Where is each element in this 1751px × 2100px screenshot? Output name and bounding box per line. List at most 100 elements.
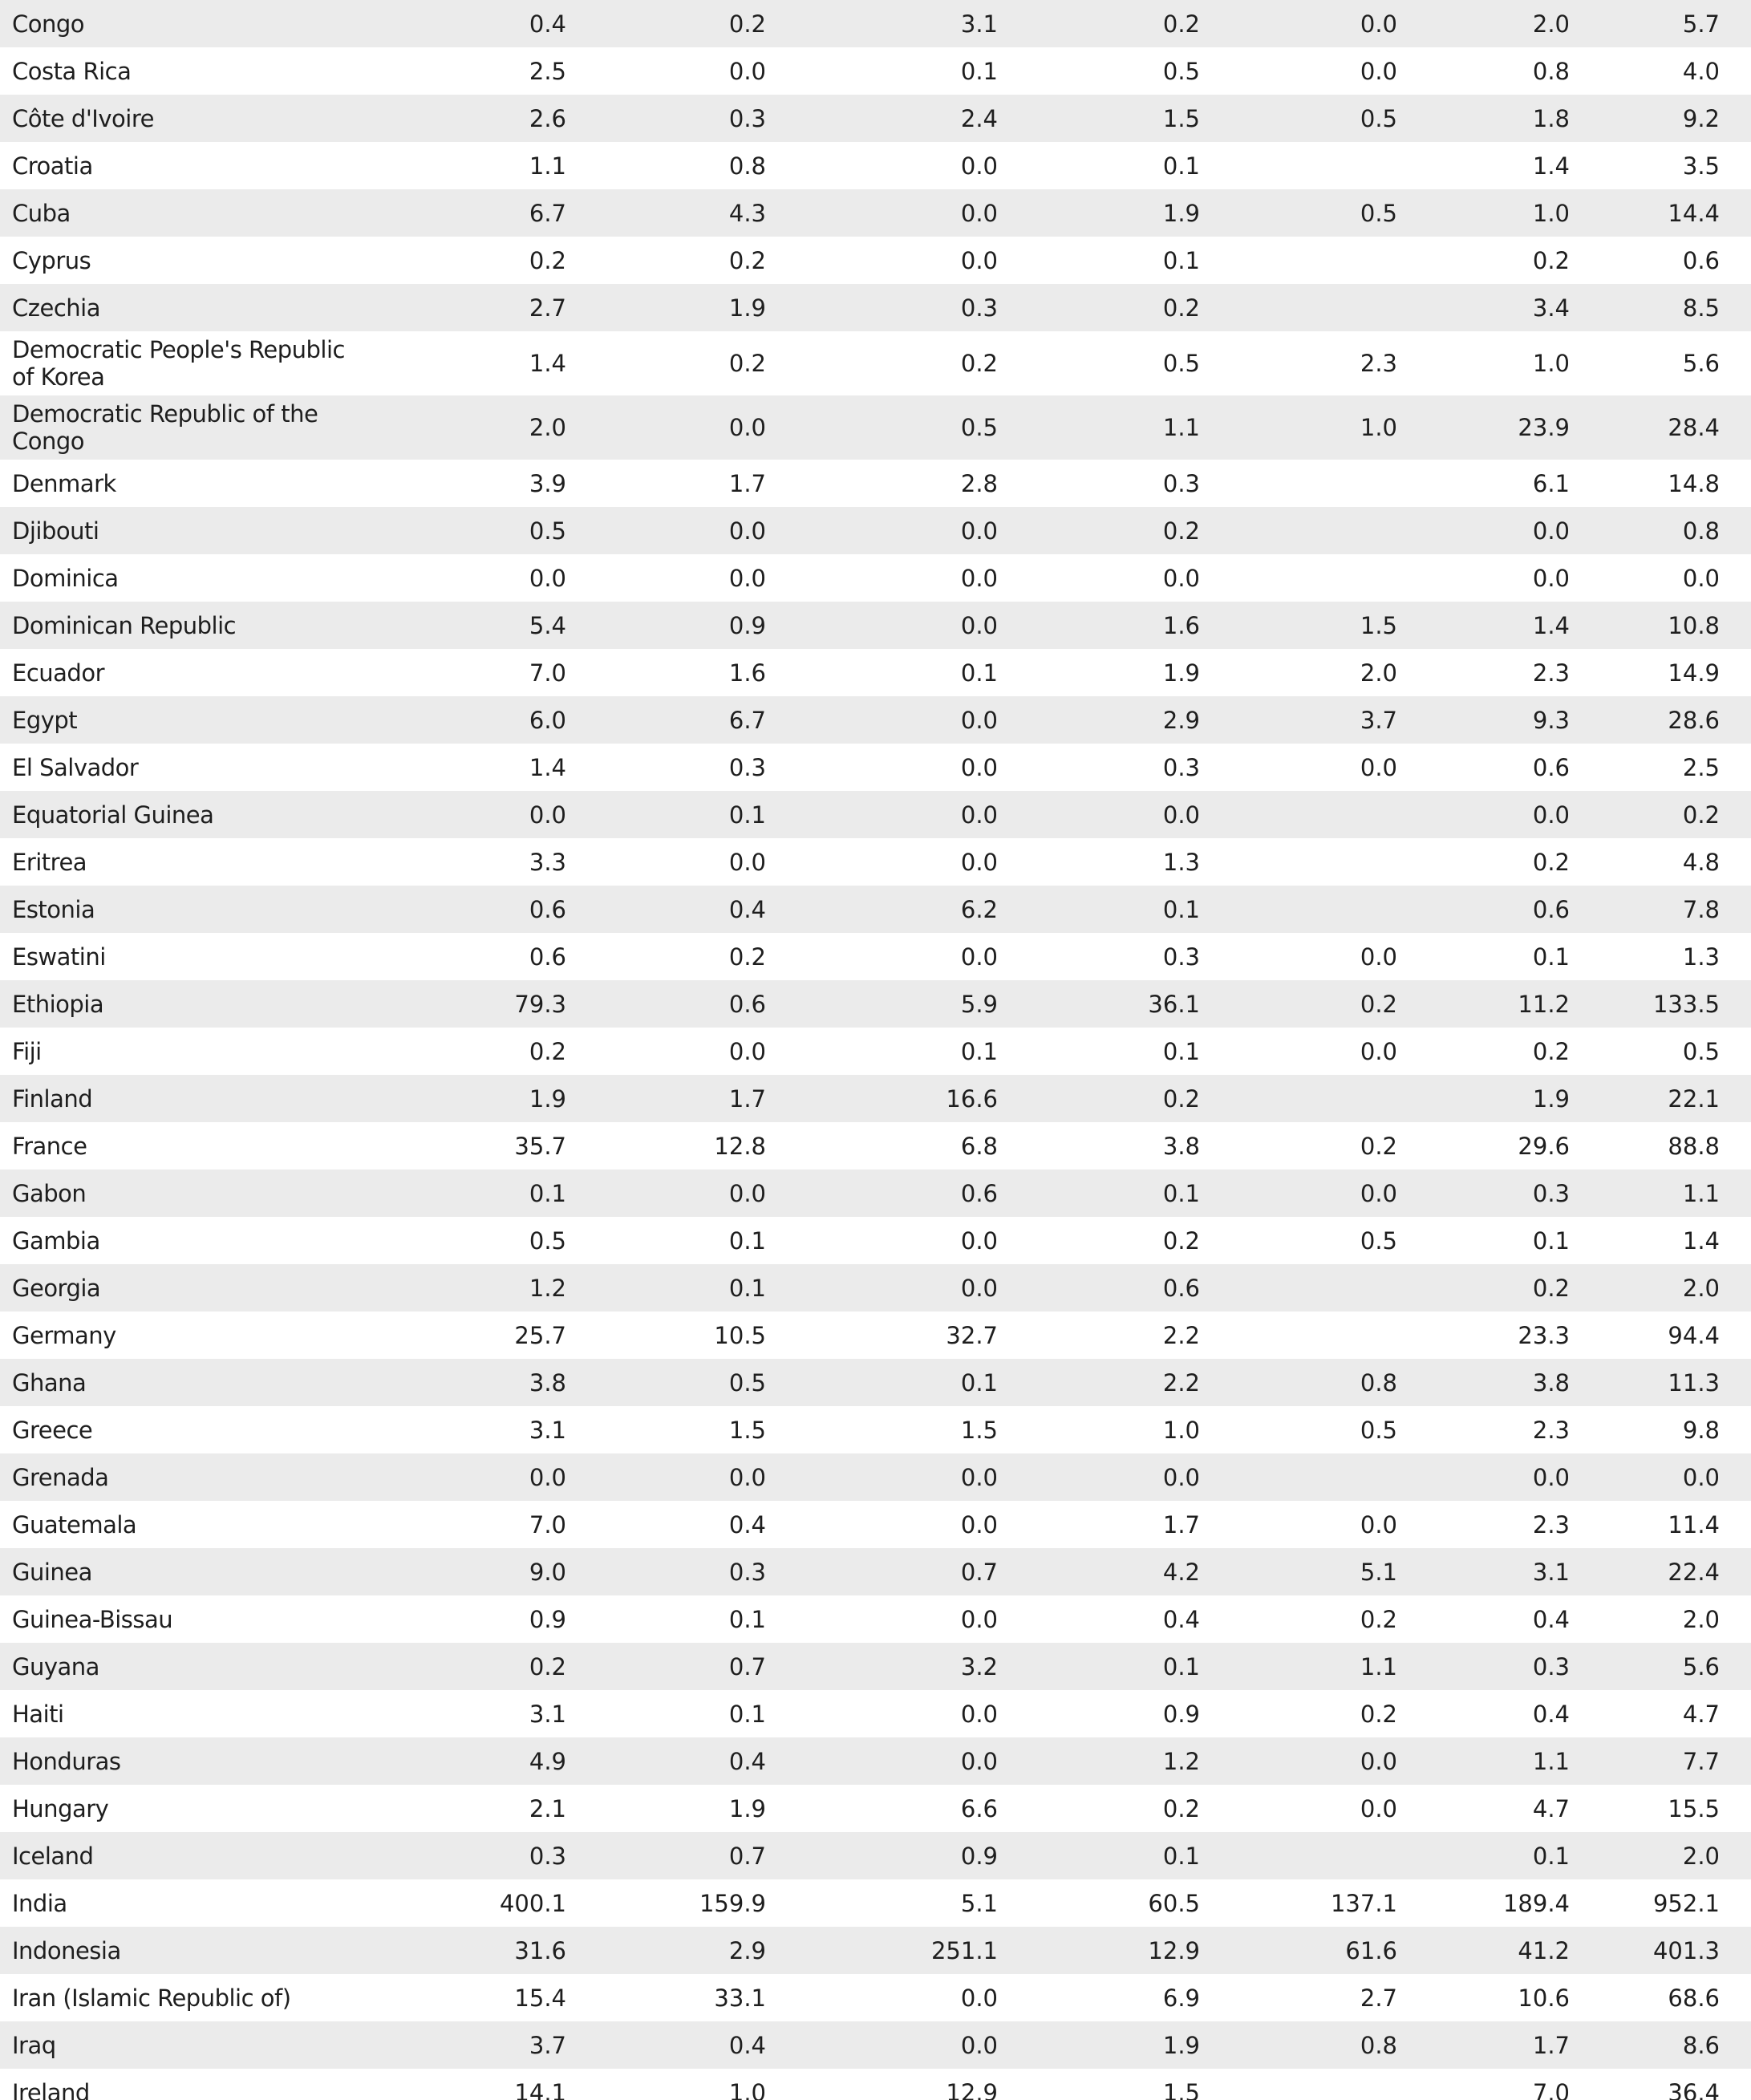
value-cell: 0.0	[1360, 10, 1397, 38]
value-cell: 0.5	[960, 414, 998, 441]
value-cell: 10.5	[714, 1321, 766, 1349]
value-cell: 0.8	[1682, 517, 1720, 545]
table-row: Indonesia 31.6 2.9 251.1 12.9 61.6 41.2 401.3	[0, 1927, 1751, 1974]
value-cell: 401.3	[1652, 1936, 1720, 1964]
value-cell: 1.6	[728, 659, 766, 687]
country-name: India	[12, 1889, 67, 1917]
value-cell: 0.0	[960, 1747, 998, 1775]
value-cell: 1.6	[1162, 611, 1200, 639]
country-name: Eritrea	[12, 848, 87, 876]
value-cell: 0.4	[728, 1747, 766, 1775]
country-name: Guatemala	[12, 1510, 137, 1539]
value-cell: 2.7	[1360, 1984, 1397, 2012]
value-cell: 6.7	[728, 706, 766, 734]
value-cell: 0.2	[728, 943, 766, 971]
value-cell: 7.0	[529, 1510, 566, 1539]
value-cell: 0.3	[728, 1558, 766, 1586]
value-cell: 9.2	[1682, 104, 1720, 132]
value-cell: 16.6	[946, 1084, 998, 1113]
value-cell: 0.1	[1162, 1179, 1200, 1207]
value-cell: 8.6	[1682, 2031, 1720, 2059]
table-row: Guyana 0.2 0.7 3.2 0.1 1.1 0.3 5.6	[0, 1643, 1751, 1690]
value-cell: 0.1	[1162, 895, 1200, 923]
value-cell: 23.3	[1518, 1321, 1570, 1349]
value-cell: 1.9	[529, 1084, 566, 1113]
value-cell: 0.0	[960, 199, 998, 227]
value-cell: 14.8	[1668, 469, 1720, 497]
value-cell: 2.9	[1162, 706, 1200, 734]
value-cell: 2.0	[1682, 1842, 1720, 1870]
value-cell: 0.0	[529, 1463, 566, 1491]
value-cell: 7.7	[1682, 1747, 1720, 1775]
value-cell: 0.0	[1532, 1463, 1570, 1491]
value-cell: 0.3	[1532, 1179, 1570, 1207]
value-cell: 0.8	[728, 152, 766, 180]
value-cell: 0.2	[1162, 1226, 1200, 1255]
table-row: Costa Rica 2.5 0.0 0.1 0.5 0.0 0.8 4.0	[0, 47, 1751, 95]
value-cell: 189.4	[1502, 1889, 1570, 1917]
value-cell: 0.2	[960, 350, 998, 377]
value-cell: 1.9	[728, 294, 766, 322]
value-cell: 6.6	[960, 1794, 998, 1822]
value-cell: 1.0	[1162, 1416, 1200, 1444]
value-cell: 1.9	[1532, 1084, 1570, 1113]
value-cell: 1.0	[1532, 199, 1570, 227]
value-cell: 94.4	[1668, 1321, 1720, 1349]
value-cell: 0.4	[728, 895, 766, 923]
value-cell: 14.1	[514, 2078, 566, 2100]
value-cell: 2.2	[1162, 1368, 1200, 1397]
country-name: Cuba	[12, 199, 71, 227]
table-row: Ethiopia 79.3 0.6 5.9 36.1 0.2 11.2 133.5	[0, 980, 1751, 1028]
value-cell: 0.8	[1360, 1368, 1397, 1397]
country-name: Germany	[12, 1321, 116, 1349]
country-name: Guinea	[12, 1558, 92, 1586]
value-cell: 0.0	[960, 1274, 998, 1302]
value-cell: 60.5	[1148, 1889, 1200, 1917]
value-cell: 0.6	[1532, 895, 1570, 923]
table-row: Guatemala 7.0 0.4 0.0 1.7 0.0 2.3 11.4	[0, 1501, 1751, 1548]
value-cell: 1.5	[1162, 104, 1200, 132]
value-cell: 0.2	[529, 1652, 566, 1680]
value-cell: 0.0	[960, 564, 998, 592]
table-row: Czechia 2.7 1.9 0.3 0.2 3.4 8.5	[0, 284, 1751, 331]
value-cell: 12.9	[1148, 1936, 1200, 1964]
value-cell: 4.3	[728, 199, 766, 227]
country-name: Ethiopia	[12, 990, 104, 1018]
value-cell: 4.7	[1532, 1794, 1570, 1822]
value-cell: 0.3	[1162, 469, 1200, 497]
value-cell: 2.7	[529, 294, 566, 322]
value-cell: 0.5	[1162, 350, 1200, 377]
value-cell: 15.4	[514, 1984, 566, 2012]
value-cell: 0.0	[728, 517, 766, 545]
value-cell: 61.6	[1345, 1936, 1397, 1964]
value-cell: 32.7	[946, 1321, 998, 1349]
value-cell: 0.9	[529, 1605, 566, 1633]
value-cell: 79.3	[514, 990, 566, 1018]
value-cell: 1.0	[728, 2078, 766, 2100]
value-cell: 0.0	[1162, 801, 1200, 829]
value-cell: 9.3	[1532, 706, 1570, 734]
value-cell: 2.0	[1682, 1274, 1720, 1302]
country-name: Czechia	[12, 294, 100, 322]
value-cell: 0.9	[1162, 1700, 1200, 1728]
value-cell: 133.5	[1652, 990, 1720, 1018]
value-cell: 0.2	[1162, 1794, 1200, 1822]
value-cell: 0.0	[960, 706, 998, 734]
country-name: Iraq	[12, 2031, 56, 2059]
country-name: Ireland	[12, 2078, 90, 2100]
country-name: Iceland	[12, 1842, 94, 1870]
value-cell: 3.1	[1532, 1558, 1570, 1586]
value-cell: 11.2	[1518, 990, 1570, 1018]
value-cell: 0.1	[1162, 1037, 1200, 1065]
value-cell: 1.5	[1360, 611, 1397, 639]
country-name: Gambia	[12, 1226, 100, 1255]
value-cell: 0.1	[1162, 1842, 1200, 1870]
value-cell: 1.4	[1532, 611, 1570, 639]
value-cell: 0.0	[960, 611, 998, 639]
country-name: Dominican Republic	[12, 611, 237, 639]
value-cell: 0.1	[960, 659, 998, 687]
table-row: Djibouti 0.5 0.0 0.0 0.2 0.0 0.8	[0, 507, 1751, 554]
country-name: Fiji	[12, 1037, 42, 1065]
value-cell: 28.4	[1668, 414, 1720, 441]
value-cell: 0.0	[960, 1605, 998, 1633]
